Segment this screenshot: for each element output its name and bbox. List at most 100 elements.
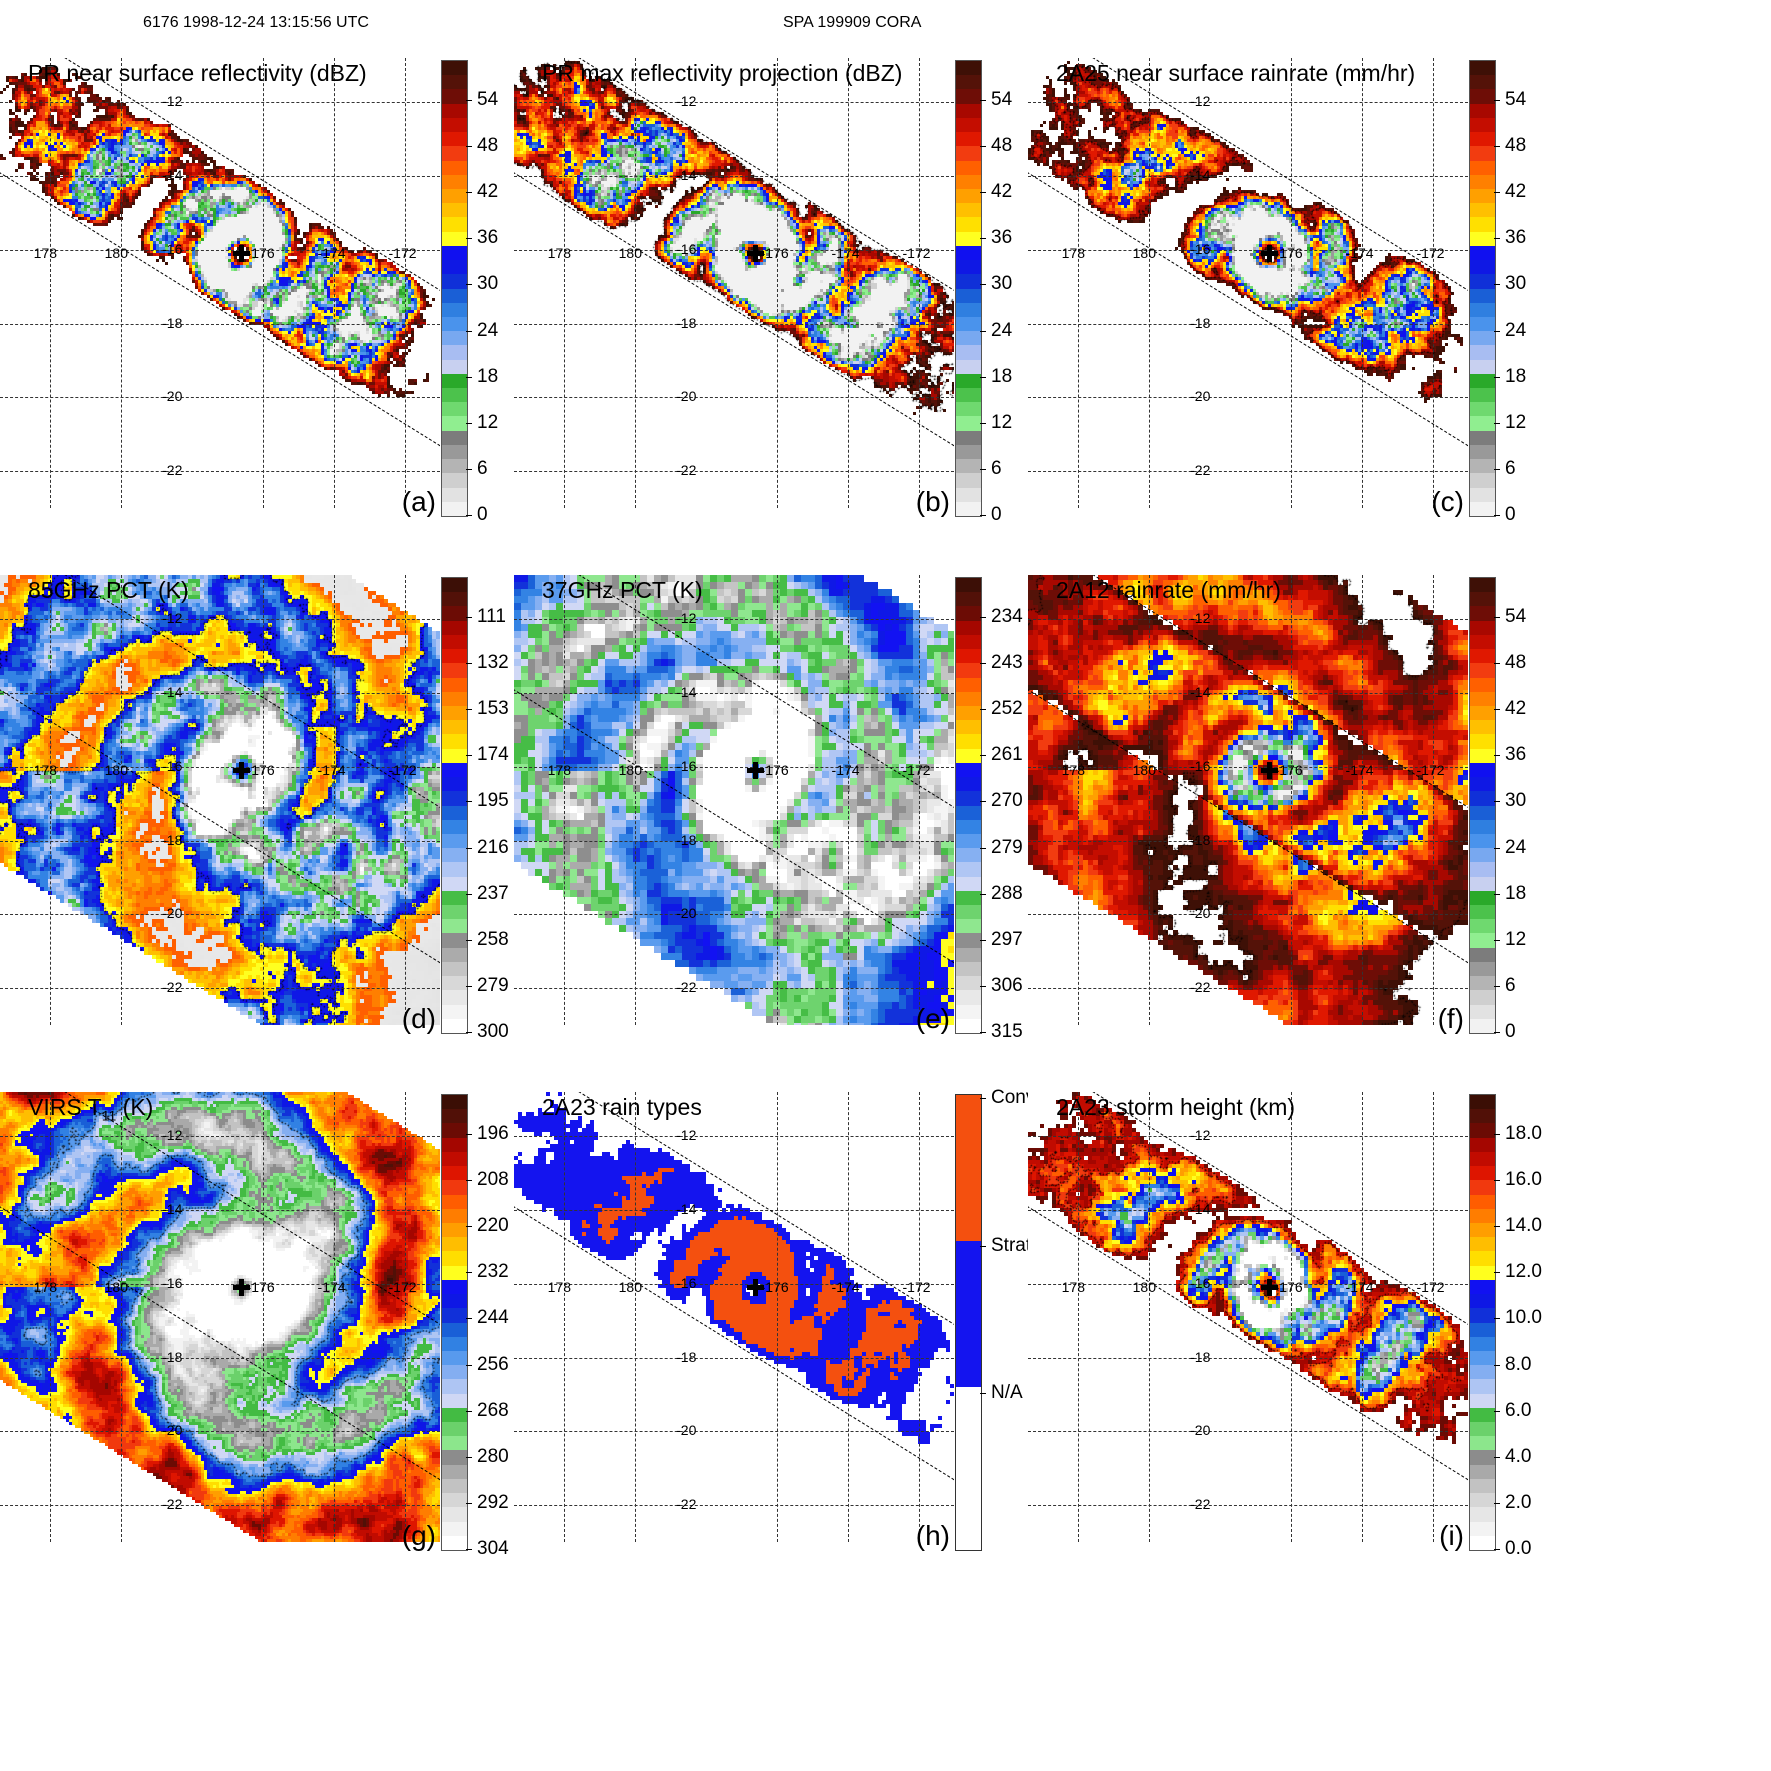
panel-i: -12 -14 -16 -18 -20 -22 178 180 -176 -174 -172 2A23… [1028,1064,1618,1644]
latitude-tick-label: -16 [162,1274,183,1291]
colorbar-segment [1470,1478,1495,1494]
colorbar-tick-label: 256 [466,1354,509,1376]
colorbar-segment [956,720,981,735]
colorbar-tick-label: 30 [1494,273,1526,295]
colorbar-segment [442,578,467,593]
colorbar-tick-label: 30 [466,273,498,295]
colorbar-tick-label: N/A [980,1382,1023,1404]
colorbar-segment [1470,1294,1495,1309]
panel-title-tail: (K) [116,1094,154,1120]
latitude-tick-label: -12 [1190,1127,1211,1144]
colorbar-tick-label: 12 [1494,412,1526,434]
map-area-f[interactable]: -12 -14 -16 -18 -20 -22 178 180 -176 -174 -172 [1028,575,1468,1025]
colorbar-gradient-categorical [955,1094,982,1551]
latitude-tick-label: -14 [676,167,697,184]
colorbar-segment [442,919,467,934]
colorbar-segment [442,947,467,962]
panel-title: 2A23 storm height (km) [1056,1094,1296,1120]
colorbar-tick-label: 6.0 [1494,1400,1531,1422]
colorbar-segment [442,1450,467,1465]
colorbar-segment [1470,819,1495,834]
colorbar-segment [956,416,981,431]
colorbar-tick-label: 48 [980,135,1012,157]
colorbar-segment [442,1151,467,1167]
colorbar-segment [1470,748,1495,763]
colorbar-tick-label: 252 [980,698,1023,720]
latitude-gridline [1028,1505,1468,1507]
latitude-tick-label: -12 [1190,610,1211,627]
colorbar-tick-label: 216 [466,837,509,859]
colorbar-segment [956,862,981,877]
latitude-gridline [1028,693,1468,695]
colorbar-segment [442,430,467,445]
colorbar-segment [1470,791,1495,806]
longitude-gridline [776,58,778,508]
colorbar-segment [1470,1251,1495,1266]
colorbar-segment [442,976,467,991]
latitude-gridline [514,249,954,251]
colorbar-tick-label: 42 [1494,181,1526,203]
colorbar-segment [442,331,467,346]
latitude-tick-label: -16 [676,1274,697,1291]
colorbar-segment [956,961,981,977]
colorbar-segment [956,117,981,133]
latitude-gridline [1028,176,1468,178]
colorbar: Conv Strat N/A [955,1087,1100,1564]
colorbar-segment [1470,1365,1495,1380]
colorbar-segment [1470,1521,1495,1536]
longitude-tick-label: -174 [317,245,346,262]
latitude-gridline [514,397,954,399]
latitude-tick-label: -22 [1190,1496,1211,1513]
colorbar: 18.0 16.0 14.0 12.0 10.0 8.0 6.0 4.0 2.0 0.0 [1469,1094,1614,1564]
colorbar-segment [442,1294,467,1309]
map-area-e[interactable]: -12 -14 -16 -18 -20 -22 178 180 -176 -174 -172 [514,575,954,1025]
map-area-i[interactable]: -12 -14 -16 -18 -20 -22 178 180 -176 -174 -172 [1028,1092,1468,1542]
colorbar-segment [442,777,467,792]
colorbar-segment [956,89,981,104]
latitude-gridline [514,1431,954,1433]
colorbar-segment [956,373,981,389]
map-area-b[interactable]: -12 -14 -16 -18 -20 -22 178 180 -176 -174 -172 [514,58,954,508]
colorbar-tick-labels: 54 48 42 36 30 24 18 12 6 0 [1494,577,1612,1042]
colorbar-segment [956,578,981,593]
colorbar-segment [956,146,981,161]
map-area-c[interactable]: -12 -14 -16 -18 -20 -22 178 180 -176 -174 -172 [1028,58,1468,508]
colorbar-segment [442,634,467,650]
colorbar-segment [956,677,981,692]
colorbar-tick-label: 24 [980,320,1012,342]
longitude-gridline [776,575,778,1025]
latitude-tick-label: -18 [676,831,697,848]
colorbar-tick-label: 30 [1494,790,1526,812]
map-area-g[interactable]: -12 -14 -16 -18 -20 -22 178 180 -176 -174 -172 [0,1092,440,1542]
map-area-a[interactable]: -12 -14 -16 -18 -20 -22 178 180 -176 -174 -172 [0,58,440,508]
colorbar-tick-label: 243 [980,652,1023,674]
latitude-gridline [1028,471,1468,473]
longitude-gridline [404,1092,406,1542]
longitude-tick-label: -176 [760,245,789,262]
colorbar-segment [1470,1450,1495,1465]
latitude-tick-label: -16 [1190,757,1211,774]
colorbar-tick-label: 304 [466,1538,509,1560]
colorbar-gradient [955,60,982,517]
colorbar-segment [442,1208,467,1223]
latitude-gridline [0,1210,440,1212]
colorbar-segment [1470,1095,1495,1110]
longitude-tick-label: 178 [33,1279,58,1296]
colorbar-segment [1470,805,1495,820]
colorbar-segment [442,691,467,706]
longitude-tick-label: -176 [1274,1279,1303,1296]
colorbar-segment [1470,1004,1495,1019]
latitude-gridline [514,1136,954,1138]
colorbar-segment [442,933,467,948]
longitude-gridline [1148,575,1150,1025]
latitude-gridline [0,619,440,621]
longitude-tick-label: -174 [831,1279,860,1296]
colorbar: 54 48 42 36 30 24 18 12 6 0 [1469,577,1614,1047]
longitude-gridline [1361,575,1363,1025]
latitude-tick-label: -12 [162,1127,183,1144]
colorbar-tick-label: 300 [466,1021,509,1043]
longitude-gridline [1290,1092,1292,1542]
map-area-d[interactable]: -12 -14 -16 -18 -20 -22 178 180 -176 -174 -172 [0,575,440,1025]
longitude-gridline [1077,575,1079,1025]
map-area-h[interactable]: -12 -14 -16 -18 -20 -22 178 180 -176 -174 -172 [514,1092,954,1542]
